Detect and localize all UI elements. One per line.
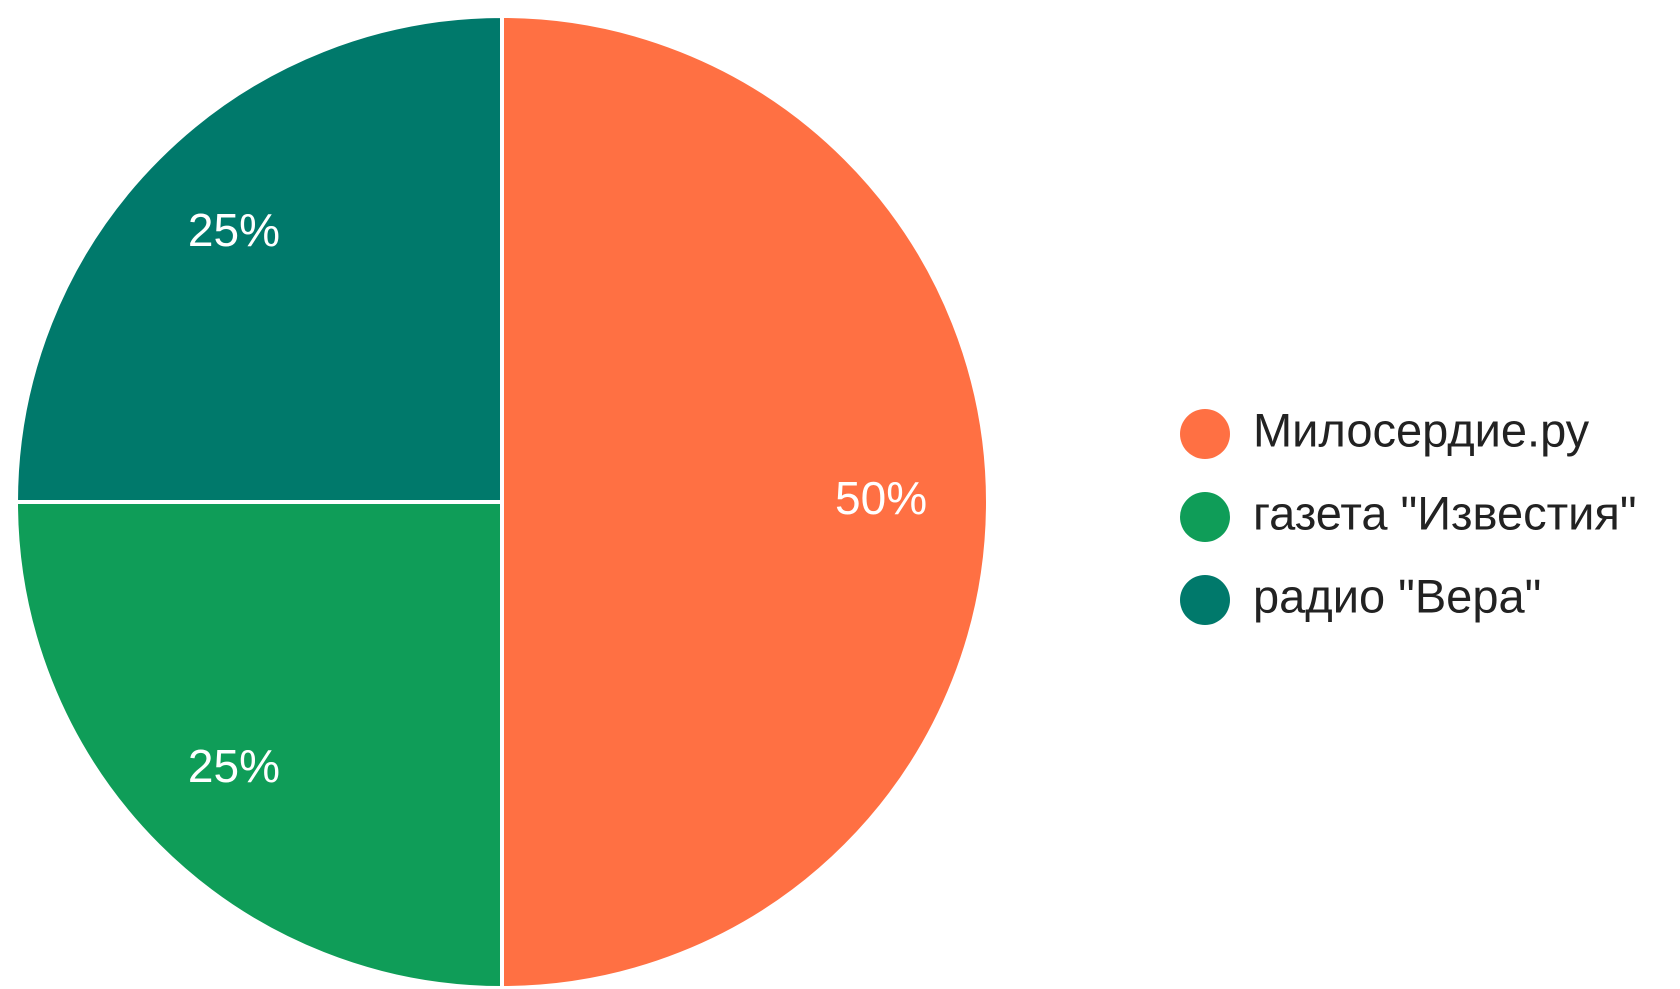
legend-label: Милосердие.ру: [1253, 403, 1590, 456]
pie-slice: [13, 13, 504, 504]
pie-slice: [500, 13, 990, 989]
legend-swatch: [1180, 409, 1230, 459]
pie-slice: [13, 500, 504, 989]
slice-label: 50%: [835, 472, 927, 524]
legend-swatch: [1180, 575, 1230, 625]
slice-label: 25%: [188, 740, 280, 792]
legend-label: газета "Известия": [1253, 486, 1637, 539]
slice-label: 25%: [188, 204, 280, 256]
legend-label: радио "Вера": [1253, 569, 1541, 622]
legend-swatch: [1180, 492, 1230, 542]
